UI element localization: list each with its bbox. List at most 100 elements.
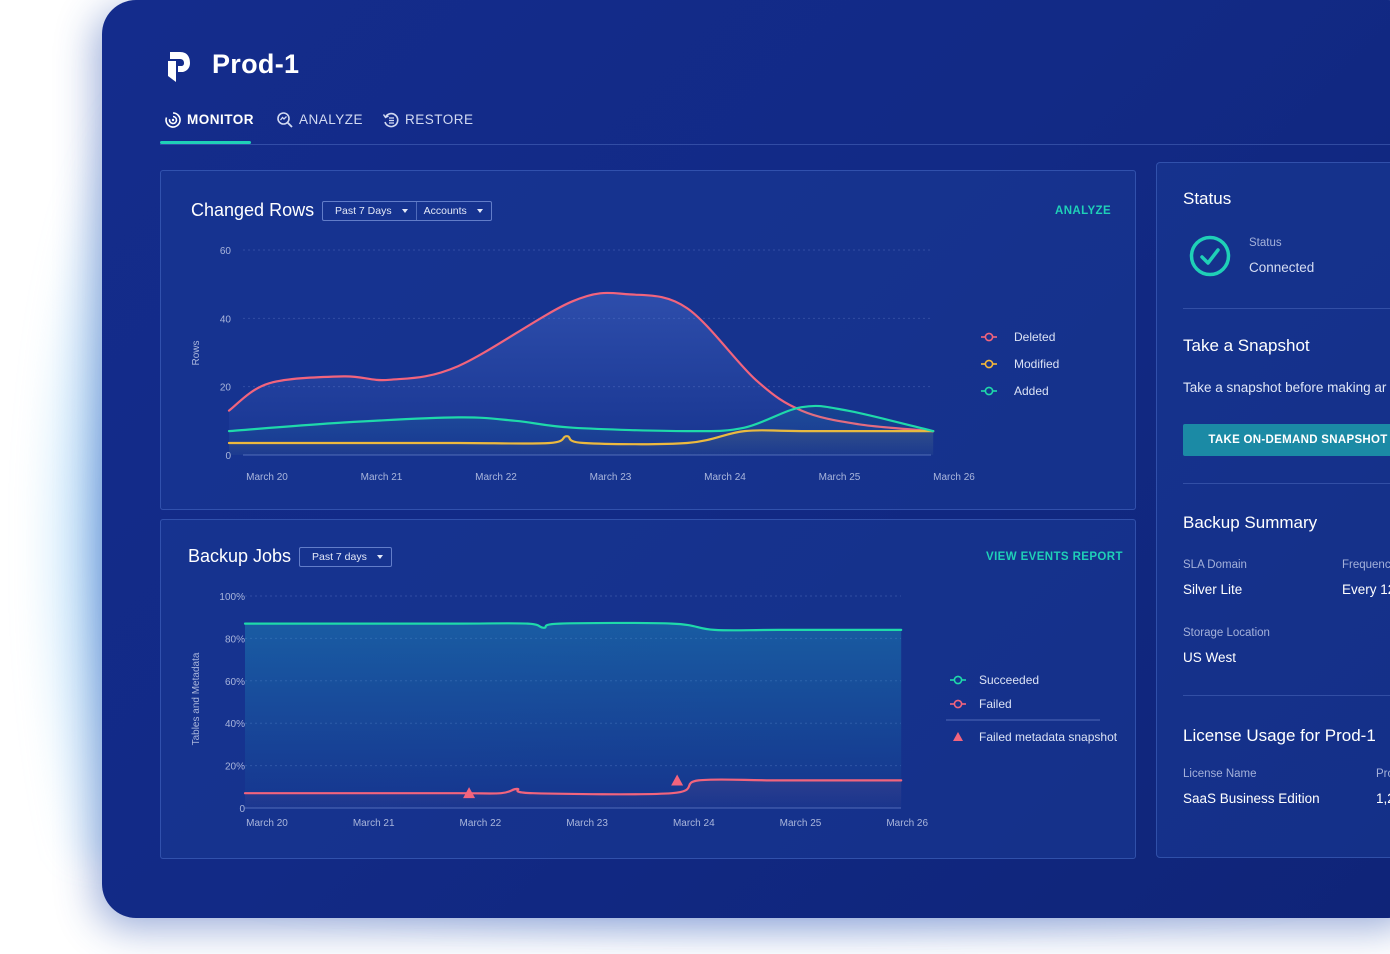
changed-rows-legend-label: Modified [1014, 357, 1059, 371]
backup-jobs-legend-marker-icon [953, 699, 963, 709]
snapshot-description: Take a snapshot before making ar [1183, 380, 1387, 395]
tab-restore-label: RESTORE [405, 112, 474, 127]
changed-rows-x-tick-label: March 24 [704, 472, 746, 483]
chevron-down-icon [376, 555, 383, 559]
changed-rows-legend-marker-icon [984, 359, 994, 369]
storage-location-value: US West [1183, 650, 1237, 665]
backup-jobs-title: Backup Jobs [188, 546, 292, 566]
changed-rows-added-area [229, 405, 934, 455]
period-dropdown[interactable]: Past 7 days [300, 548, 391, 566]
backup-jobs-failed-line [243, 778, 903, 796]
backup-jobs-legend-label: Succeeded [979, 673, 1039, 687]
table-dropdown-label: Accounts [423, 205, 467, 217]
backup-jobs-x-tick-label: March 23 [566, 818, 608, 829]
tab-analyze[interactable]: ANALYZE [276, 112, 363, 142]
divider [1183, 483, 1390, 484]
changed-rows-y-axis-title: Rows [191, 340, 202, 365]
backup-jobs-x-tick-label: March 25 [780, 818, 822, 829]
changed-rows-y-tick-label: 20 [220, 383, 232, 394]
table-dropdown[interactable]: Accounts [415, 202, 491, 220]
changed-rows-deleted-area [229, 292, 934, 455]
changed-rows-card: Changed Rows Past 7 Days Accounts ANALYZ… [160, 170, 1136, 510]
changed-rows-filters: Past 7 Days Accounts [322, 201, 492, 221]
monitor-icon [165, 112, 181, 128]
backup-jobs-card: Backup Jobs Past 7 days VIEW EVENTS REPO… [160, 519, 1136, 859]
backup-jobs-succeeded-line [243, 621, 903, 632]
tab-monitor-label: MONITOR [187, 112, 254, 127]
backup-jobs-y-tick-label: 80% [225, 634, 245, 645]
chevron-down-icon [401, 209, 408, 213]
changed-rows-chart: 0 20 40 60 March 20 March 21 March 22 March 23 M… [191, 246, 1059, 483]
changed-rows-x-tick-label: March 20 [246, 472, 288, 483]
view-events-report-link[interactable]: VIEW EVENTS REPORT [986, 551, 1123, 563]
tab-restore[interactable]: RESTORE [382, 112, 474, 142]
backup-jobs-legend-label: Failed metadata snapshot [979, 730, 1118, 744]
status-label: Status [1249, 237, 1282, 249]
changed-rows-legend-marker-icon [984, 332, 994, 342]
changed-rows-x-tick-label: March 26 [933, 472, 975, 483]
backup-jobs-x-tick-label: March 22 [460, 818, 502, 829]
frequency-value: Every 12 [1342, 582, 1390, 597]
license-name-value: SaaS Business Edition [1183, 791, 1320, 806]
backup-jobs-chart: 0 20% 40% 60% 80% 100% March 20 March 21 March 2… [191, 592, 1118, 829]
backup-jobs-failed-snapshot-marker [671, 774, 684, 786]
app-logo-icon [168, 52, 190, 82]
period-dropdown[interactable]: Past 7 Days [323, 202, 416, 220]
check-circle-icon [1189, 235, 1231, 277]
period-dropdown-label: Past 7 Days [335, 205, 392, 217]
tab-analyze-label: ANALYZE [299, 112, 364, 127]
backup-jobs-y-axis-title: Tables and Metadata [191, 652, 202, 745]
license-usage-title: License Usage for Prod-1 [1183, 726, 1376, 745]
changed-rows-x-tick-label: March 22 [475, 472, 517, 483]
changed-rows-added-line [227, 404, 935, 433]
changed-rows-y-tick-label: 60 [220, 246, 232, 257]
changed-rows-x-tick-label: March 21 [361, 472, 403, 483]
changed-rows-y-tick-label: 40 [220, 314, 232, 325]
license-products-value: 1,2 [1376, 791, 1390, 806]
backup-jobs-succeeded-area [245, 622, 902, 808]
backup-jobs-x-tick-label: March 24 [673, 818, 715, 829]
chevron-down-icon [476, 209, 483, 213]
changed-rows-x-tick-label: March 23 [590, 472, 632, 483]
snapshot-title: Take a Snapshot [1183, 336, 1310, 355]
changed-rows-legend-marker-icon [984, 386, 994, 396]
period-dropdown-label: Past 7 days [312, 551, 367, 563]
backup-summary-title: Backup Summary [1183, 513, 1318, 532]
changed-rows-legend-label: Deleted [1014, 330, 1055, 344]
changed-rows-title: Changed Rows [191, 200, 315, 220]
backup-jobs-y-tick-label: 20% [225, 762, 245, 773]
tab-bar: MONITOR ANALYZE RESTORE [160, 106, 1390, 145]
backup-jobs-legend-marker-icon [953, 675, 963, 685]
backup-jobs-y-tick-label: 40% [225, 719, 245, 730]
changed-rows-y-tick-label: 0 [225, 451, 231, 462]
tab-monitor[interactable]: MONITOR [164, 112, 254, 142]
take-snapshot-button[interactable]: TAKE ON-DEMAND SNAPSHOT [1183, 424, 1390, 456]
backup-jobs-y-tick-label: 100% [219, 592, 245, 603]
backup-jobs-failed-area [245, 779, 902, 808]
active-tab-indicator [160, 141, 251, 144]
backup-jobs-x-tick-label: March 21 [353, 818, 395, 829]
app-window: Prod-1 MONITOR ANALYZE [102, 0, 1390, 918]
backup-jobs-y-tick-label: 0 [239, 804, 245, 815]
status-value: Connected [1249, 260, 1315, 275]
sla-domain-label: SLA Domain [1183, 559, 1247, 571]
side-panel: Status Status Connected Take a Snapshot … [1156, 162, 1390, 858]
frequency-label: Frequenc [1342, 559, 1390, 571]
analyze-link[interactable]: ANALYZE [1055, 205, 1112, 217]
changed-rows-x-tick-label: March 25 [819, 472, 861, 483]
license-name-label: License Name [1183, 768, 1257, 780]
backup-jobs-legend-triangle-icon [953, 732, 963, 741]
storage-location-label: Storage Location [1183, 627, 1270, 639]
backup-jobs-x-tick-label: March 26 [886, 818, 928, 829]
changed-rows-legend-label: Added [1014, 384, 1049, 398]
backup-jobs-legend-label: Failed [979, 697, 1012, 711]
backup-jobs-filters: Past 7 days [299, 547, 392, 567]
license-products-label: Pro [1376, 768, 1390, 780]
backup-jobs-failed-snapshot-marker [463, 787, 476, 799]
sla-domain-value: Silver Lite [1183, 582, 1243, 597]
backup-jobs-y-tick-label: 60% [225, 677, 245, 688]
backup-jobs-x-tick-label: March 20 [246, 818, 288, 829]
status-title: Status [1183, 189, 1232, 208]
divider [1183, 308, 1390, 309]
divider [1183, 695, 1390, 696]
